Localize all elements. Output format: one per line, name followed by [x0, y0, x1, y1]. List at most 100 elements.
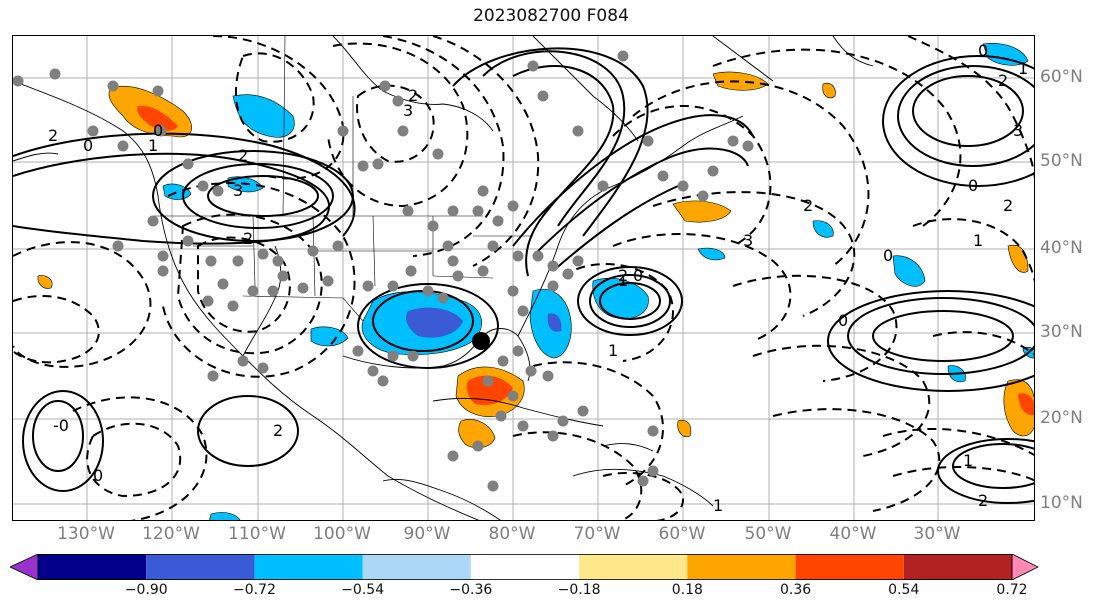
- station-dot: [205, 255, 217, 267]
- contour-label: 3: [743, 231, 753, 250]
- station-dot: [572, 255, 584, 267]
- station-dot: [272, 255, 284, 267]
- colorbar-swatch: [362, 554, 471, 580]
- colorbar-tick-label: 0.18: [671, 582, 703, 598]
- map-title: 2023082700 F084: [473, 6, 629, 26]
- colorbar-swatch: [38, 554, 147, 580]
- colorbar-tick-label: −0.54: [341, 582, 385, 598]
- station-dot: [572, 125, 584, 137]
- station-dot: [257, 362, 269, 374]
- station-dot: [512, 250, 524, 262]
- station-dot: [472, 440, 484, 452]
- station-dot: [362, 280, 374, 292]
- positive-contours: [13, 47, 1034, 504]
- station-dot: [405, 265, 417, 277]
- station-dot: [742, 140, 754, 152]
- station-dot: [562, 268, 574, 280]
- shade-positive-caribbean-core: [466, 375, 513, 406]
- colorbar-tick-label: −0.18: [557, 582, 601, 598]
- station-dot: [307, 245, 319, 257]
- station-dot: [427, 220, 439, 232]
- station-dot: [352, 345, 364, 357]
- station-dot: [267, 285, 279, 297]
- contour-label: -0: [53, 416, 69, 435]
- colorbar-swatch: [687, 554, 796, 580]
- station-dot: [432, 148, 444, 160]
- colorbar-tick-label: −0.36: [449, 582, 493, 598]
- station-dot: [527, 60, 539, 72]
- contour-label: 0: [633, 266, 643, 285]
- station-dot: [647, 465, 659, 477]
- shade-negative-atlantic-2: [697, 247, 726, 261]
- station-dot: [232, 255, 244, 267]
- station-dot: [397, 125, 409, 137]
- station-dot: [387, 350, 399, 362]
- station-dot: [392, 95, 404, 107]
- colorbar-swatch: [470, 554, 580, 580]
- station-dot: [367, 365, 379, 377]
- contour-label: 2: [978, 491, 988, 510]
- station-dot: [357, 160, 369, 172]
- station-dot: [337, 125, 349, 137]
- station-dot: [147, 215, 159, 227]
- station-dot: [507, 390, 519, 402]
- station-dot: [507, 200, 519, 212]
- colorbar-tick-label: 0.54: [888, 582, 920, 598]
- contour-label: 0: [83, 136, 93, 155]
- storm-center-marker: [472, 332, 490, 350]
- contour-label: 3: [233, 181, 243, 200]
- station-dot: [482, 375, 494, 387]
- longitude-label: 50°W: [744, 524, 792, 544]
- station-dot: [182, 158, 194, 170]
- station-dot: [197, 180, 209, 192]
- station-dot: [517, 305, 529, 317]
- shade-negative-gulf-core: [406, 307, 463, 338]
- longitude-label: 70°W: [573, 524, 621, 544]
- contour-label: 3: [1013, 121, 1023, 140]
- station-dot: [227, 300, 239, 312]
- contour-label: 3: [403, 101, 413, 120]
- contour-label: 0: [883, 246, 893, 265]
- station-dot: [257, 248, 269, 260]
- station-dot: [512, 345, 524, 357]
- contour-label: 0: [968, 176, 978, 195]
- colorbar-tick-label: 0.72: [996, 582, 1028, 598]
- station-dot: [495, 410, 507, 422]
- station-dot: [297, 282, 309, 294]
- station-dot: [487, 240, 499, 252]
- shade-positive-south-2: [677, 420, 692, 437]
- station-dot: [472, 205, 484, 217]
- station-dot: [447, 255, 459, 267]
- station-dot: [442, 240, 454, 252]
- contour-label: 1: [148, 136, 158, 155]
- latitude-label: 10°N: [1040, 493, 1083, 513]
- colorbar-tick-label: −0.90: [124, 582, 168, 598]
- station-dot: [477, 265, 489, 277]
- station-dot: [647, 425, 659, 437]
- contour-label: 0: [838, 311, 848, 330]
- station-dot: [402, 205, 414, 217]
- station-dot: [727, 135, 739, 147]
- latitude-label: 20°N: [1040, 408, 1083, 428]
- longitude-label: 30°W: [913, 524, 961, 544]
- station-dot: [447, 450, 459, 462]
- station-dot: [237, 355, 249, 367]
- station-dot: [532, 250, 544, 262]
- station-dot: [642, 135, 654, 147]
- anomaly-shading: [37, 43, 1034, 520]
- contour-label: 2: [618, 266, 628, 285]
- contour-label: 2: [998, 71, 1008, 90]
- station-dot: [597, 180, 609, 192]
- shade-positive-east-edge: [1003, 379, 1034, 437]
- station-dot: [379, 80, 391, 92]
- contour-label: 0: [978, 41, 988, 60]
- longitude-label: 130°W: [57, 524, 115, 544]
- station-dot: [49, 68, 61, 80]
- map-panel[interactable]: 0 1 2 3 0 2 1 0 3 2 0 1 3 2 0 1 2 0 2 3 2 1 2 0 1 2 -0 0 2 1: [12, 35, 1035, 521]
- colorbar-extend-min: [10, 554, 39, 580]
- station-dot: [577, 405, 589, 417]
- station-dot: [87, 125, 99, 137]
- station-dots: [13, 50, 754, 492]
- station-dot: [707, 165, 719, 177]
- station-dot: [157, 250, 169, 262]
